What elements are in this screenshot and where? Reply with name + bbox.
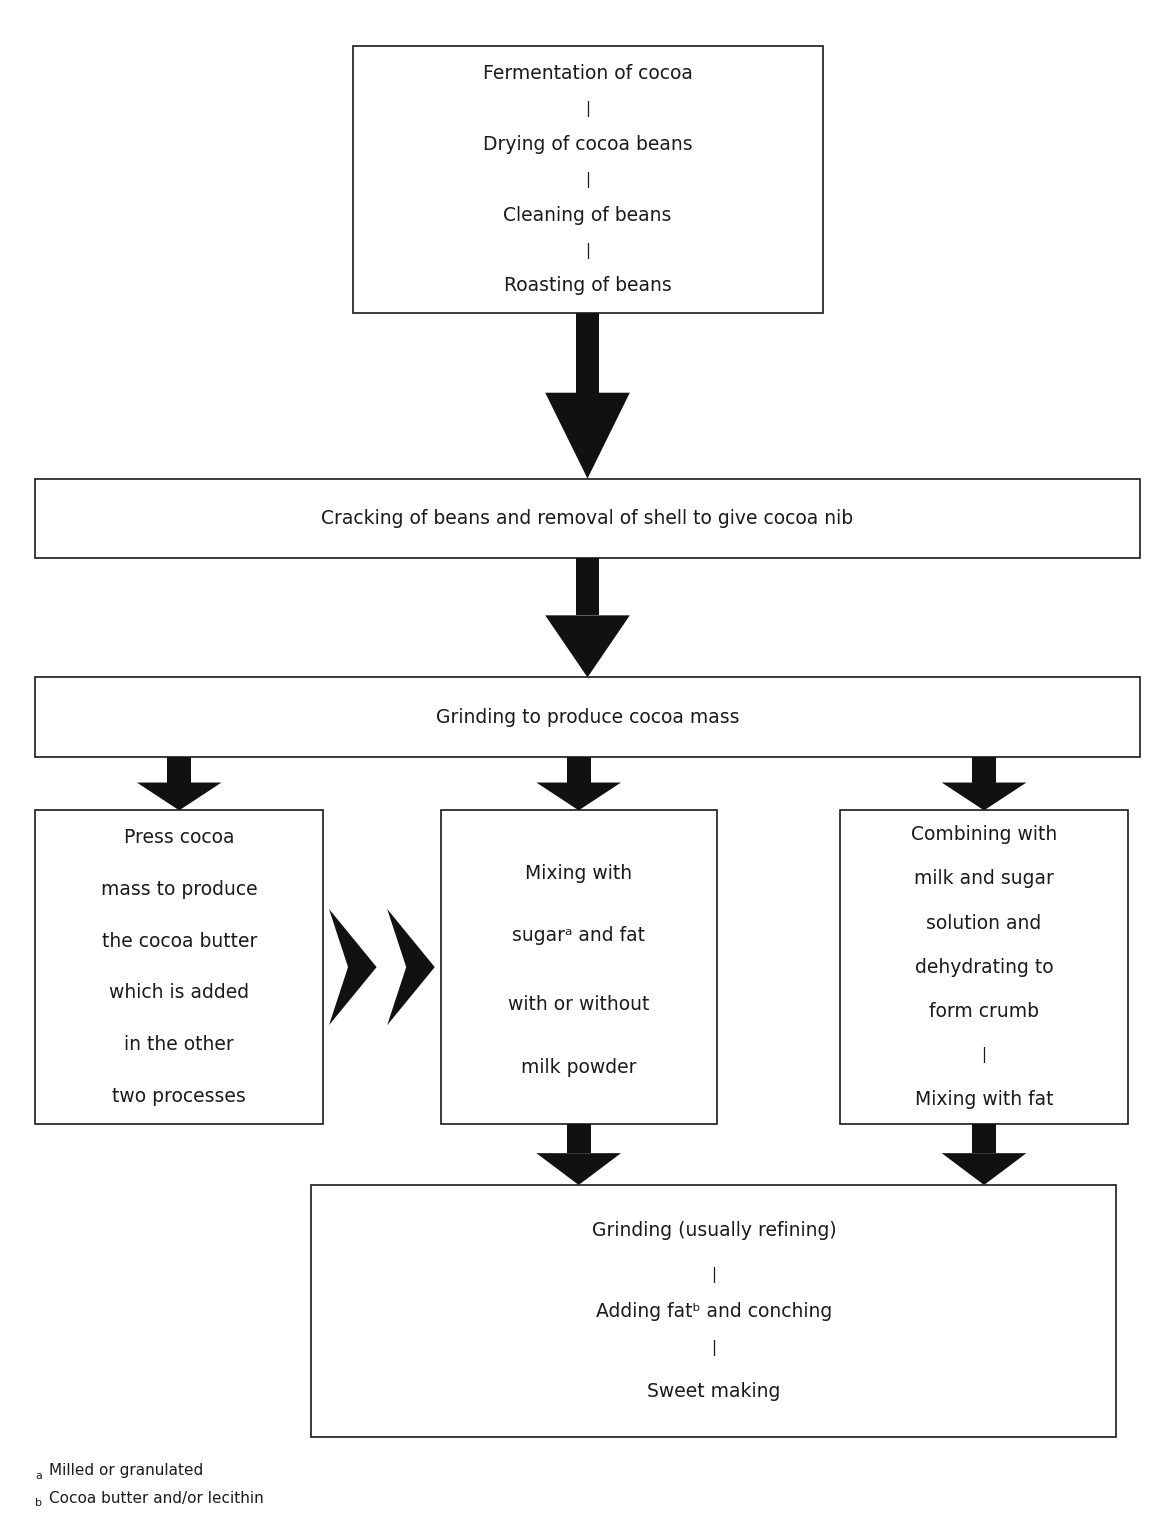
Text: |: | [711, 1266, 717, 1283]
Text: solution and: solution and [926, 913, 1042, 933]
Polygon shape [566, 757, 591, 783]
Text: Sweet making: Sweet making [647, 1382, 780, 1402]
Text: Cocoa butter and/or lecithin: Cocoa butter and/or lecithin [49, 1491, 264, 1506]
Text: two processes: two processes [113, 1087, 246, 1105]
Polygon shape [167, 757, 192, 783]
Text: Press cocoa: Press cocoa [123, 829, 235, 847]
Polygon shape [536, 1153, 620, 1185]
Text: milk and sugar: milk and sugar [914, 870, 1054, 888]
Text: Cleaning of beans: Cleaning of beans [503, 205, 672, 225]
Text: Grinding to produce cocoa mass: Grinding to produce cocoa mass [436, 708, 739, 726]
Text: Mixing with: Mixing with [525, 864, 632, 882]
Text: Fermentation of cocoa: Fermentation of cocoa [483, 64, 692, 83]
Polygon shape [536, 783, 620, 810]
Bar [311, 1185, 1116, 1437]
Text: a: a [35, 1471, 42, 1482]
Text: |: | [711, 1339, 717, 1356]
Bar [35, 810, 323, 1124]
Bar [35, 479, 1140, 558]
Text: dehydrating to: dehydrating to [915, 957, 1053, 977]
Polygon shape [941, 1153, 1027, 1185]
Bar [35, 677, 1140, 757]
Text: which is added: which is added [109, 983, 249, 1003]
Text: |: | [585, 171, 590, 188]
Text: Adding fatᵇ and conching: Adding fatᵇ and conching [596, 1301, 832, 1321]
Bar [840, 810, 1128, 1124]
Polygon shape [545, 393, 630, 479]
Text: Milled or granulated: Milled or granulated [49, 1463, 203, 1479]
Text: |: | [981, 1047, 987, 1063]
Polygon shape [329, 908, 376, 1024]
Text: sugarᵃ and fat: sugarᵃ and fat [512, 927, 645, 945]
Text: Cracking of beans and removal of shell to give cocoa nib: Cracking of beans and removal of shell t… [322, 509, 853, 528]
Text: |: | [585, 101, 590, 116]
Polygon shape [576, 313, 599, 393]
Text: the cocoa butter: the cocoa butter [101, 931, 257, 951]
Polygon shape [972, 757, 996, 783]
Bar [441, 810, 717, 1124]
Text: Mixing with fat: Mixing with fat [915, 1090, 1053, 1109]
Text: Roasting of beans: Roasting of beans [504, 277, 671, 295]
Text: Grinding (usually refining): Grinding (usually refining) [591, 1220, 837, 1240]
Text: in the other: in the other [125, 1035, 234, 1053]
Text: form crumb: form crumb [929, 1001, 1039, 1021]
Bar [352, 46, 822, 313]
Polygon shape [941, 783, 1027, 810]
Polygon shape [972, 1124, 996, 1153]
Polygon shape [388, 908, 435, 1024]
Text: Drying of cocoa beans: Drying of cocoa beans [483, 135, 692, 154]
Text: Combining with: Combining with [911, 826, 1058, 844]
Polygon shape [566, 1124, 591, 1153]
Polygon shape [545, 615, 630, 677]
Text: mass to produce: mass to produce [101, 881, 257, 899]
Polygon shape [576, 558, 599, 615]
Polygon shape [136, 783, 221, 810]
Text: milk powder: milk powder [521, 1058, 637, 1076]
Text: with or without: with or without [508, 995, 650, 1014]
Text: |: | [585, 243, 590, 258]
Text: b: b [35, 1498, 42, 1509]
